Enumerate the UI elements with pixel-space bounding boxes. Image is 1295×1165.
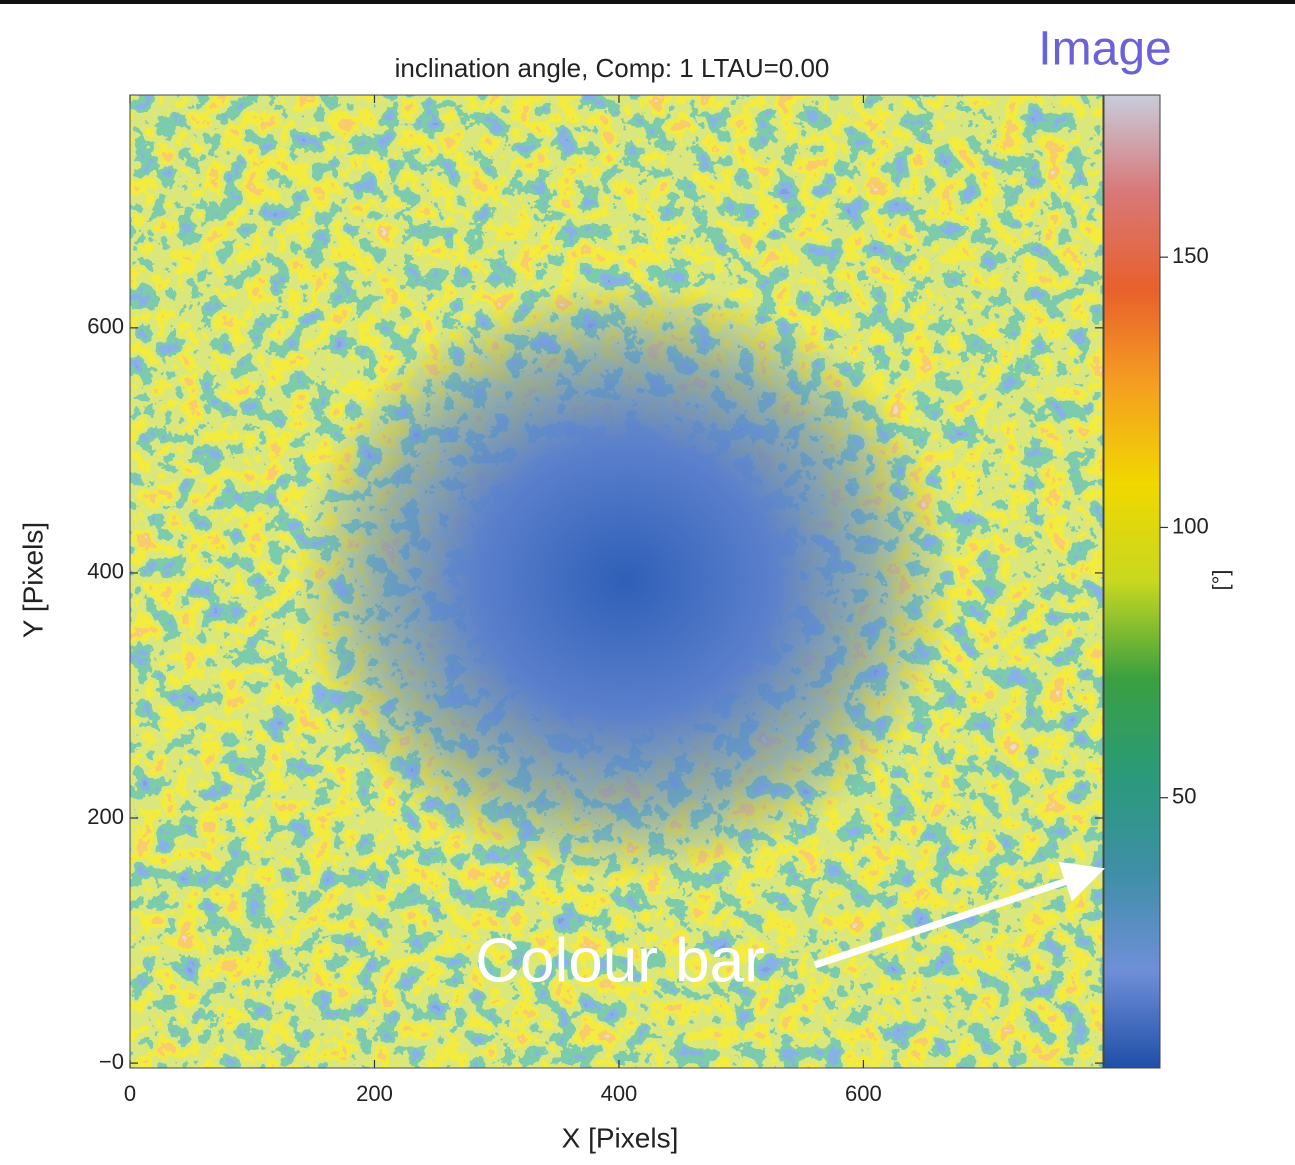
y-tick-label: −0 (99, 1049, 124, 1074)
annotation-image: Image (1038, 23, 1171, 76)
y-tick-label: 200 (87, 804, 124, 829)
x-axis-label: X [Pixels] (562, 1122, 679, 1153)
colorbar-tick-label: 50 (1172, 784, 1196, 809)
umbra (295, 280, 955, 880)
top-border (0, 0, 1295, 4)
x-tick-label: 600 (845, 1081, 882, 1106)
plot-area (129, 94, 1104, 1069)
arrow (813, 861, 1105, 969)
annotation-colour-bar: Colour bar (475, 926, 764, 995)
y-tick-label: 400 (87, 559, 124, 584)
chart-title: inclination angle, Comp: 1 LTAU=0.00 (395, 53, 830, 83)
x-tick-label: 400 (601, 1081, 638, 1106)
x-tick-label: 0 (124, 1081, 136, 1106)
colorbar-tick-label: 100 (1172, 513, 1209, 538)
colorbar-label: [°] (1208, 569, 1233, 590)
colorbar (1103, 94, 1161, 1069)
colorbar-tick-label: 150 (1172, 243, 1209, 268)
x-tick-label: 200 (356, 1081, 393, 1106)
y-tick-label: 600 (87, 314, 124, 339)
y-axis-label: Y [Pixels] (17, 522, 48, 638)
plot-frame (129, 94, 1104, 1069)
